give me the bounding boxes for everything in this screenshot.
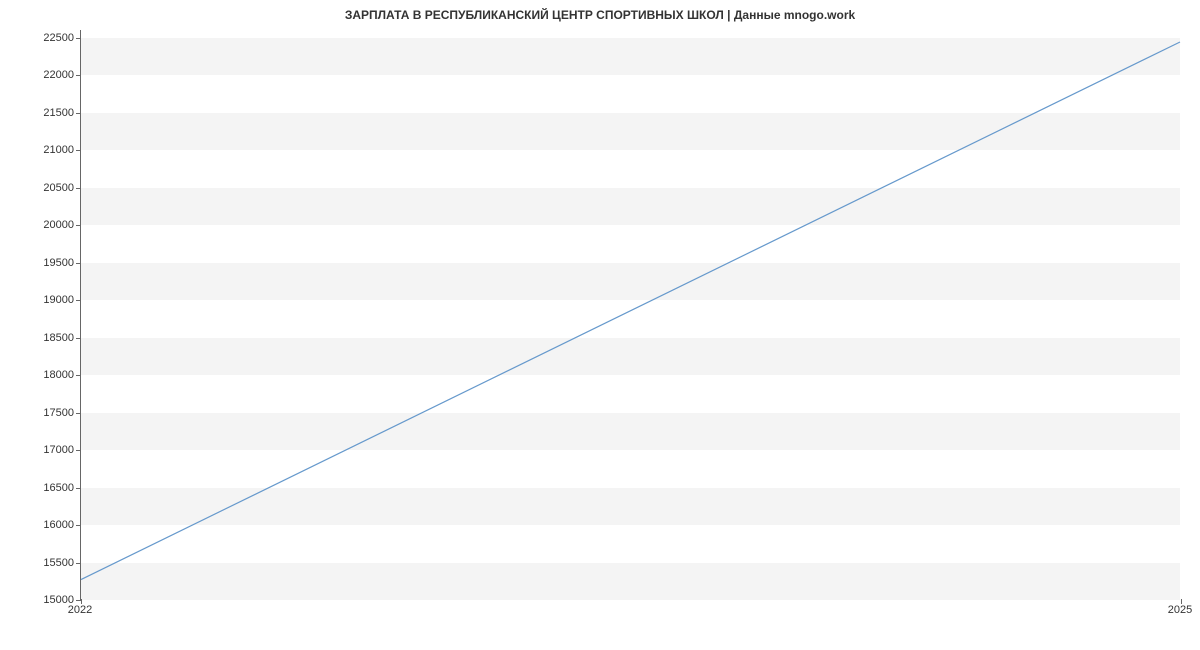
series-line bbox=[81, 42, 1180, 580]
y-tick-label: 22500 bbox=[43, 32, 74, 44]
y-tick bbox=[76, 450, 81, 451]
y-tick bbox=[76, 113, 81, 114]
y-tick-label: 21000 bbox=[43, 144, 74, 156]
y-tick bbox=[76, 525, 81, 526]
plot-area bbox=[80, 30, 1180, 600]
y-tick-label: 19500 bbox=[43, 257, 74, 269]
line-layer bbox=[81, 30, 1180, 599]
y-tick-label: 17500 bbox=[43, 407, 74, 419]
y-tick-label: 16500 bbox=[43, 482, 74, 494]
y-tick bbox=[76, 188, 81, 189]
y-tick bbox=[76, 338, 81, 339]
y-tick-label: 19000 bbox=[43, 294, 74, 306]
y-tick bbox=[76, 263, 81, 264]
x-tick-label: 2022 bbox=[68, 604, 92, 616]
y-tick-label: 21500 bbox=[43, 107, 74, 119]
chart-title: ЗАРПЛАТА В РЕСПУБЛИКАНСКИЙ ЦЕНТР СПОРТИВ… bbox=[0, 8, 1200, 22]
x-tick-label: 2025 bbox=[1168, 604, 1192, 616]
y-tick-label: 20500 bbox=[43, 182, 74, 194]
y-tick bbox=[76, 488, 81, 489]
y-tick-label: 16000 bbox=[43, 519, 74, 531]
y-tick-label: 17000 bbox=[43, 444, 74, 456]
y-tick-label: 18500 bbox=[43, 332, 74, 344]
y-tick-label: 18000 bbox=[43, 369, 74, 381]
y-tick bbox=[76, 38, 81, 39]
y-tick bbox=[76, 75, 81, 76]
y-tick bbox=[76, 413, 81, 414]
y-tick bbox=[76, 300, 81, 301]
y-tick-label: 15500 bbox=[43, 557, 74, 569]
y-tick bbox=[76, 375, 81, 376]
y-tick bbox=[76, 225, 81, 226]
y-tick bbox=[76, 150, 81, 151]
y-tick-label: 22000 bbox=[43, 69, 74, 81]
y-tick bbox=[76, 563, 81, 564]
y-tick-label: 20000 bbox=[43, 219, 74, 231]
